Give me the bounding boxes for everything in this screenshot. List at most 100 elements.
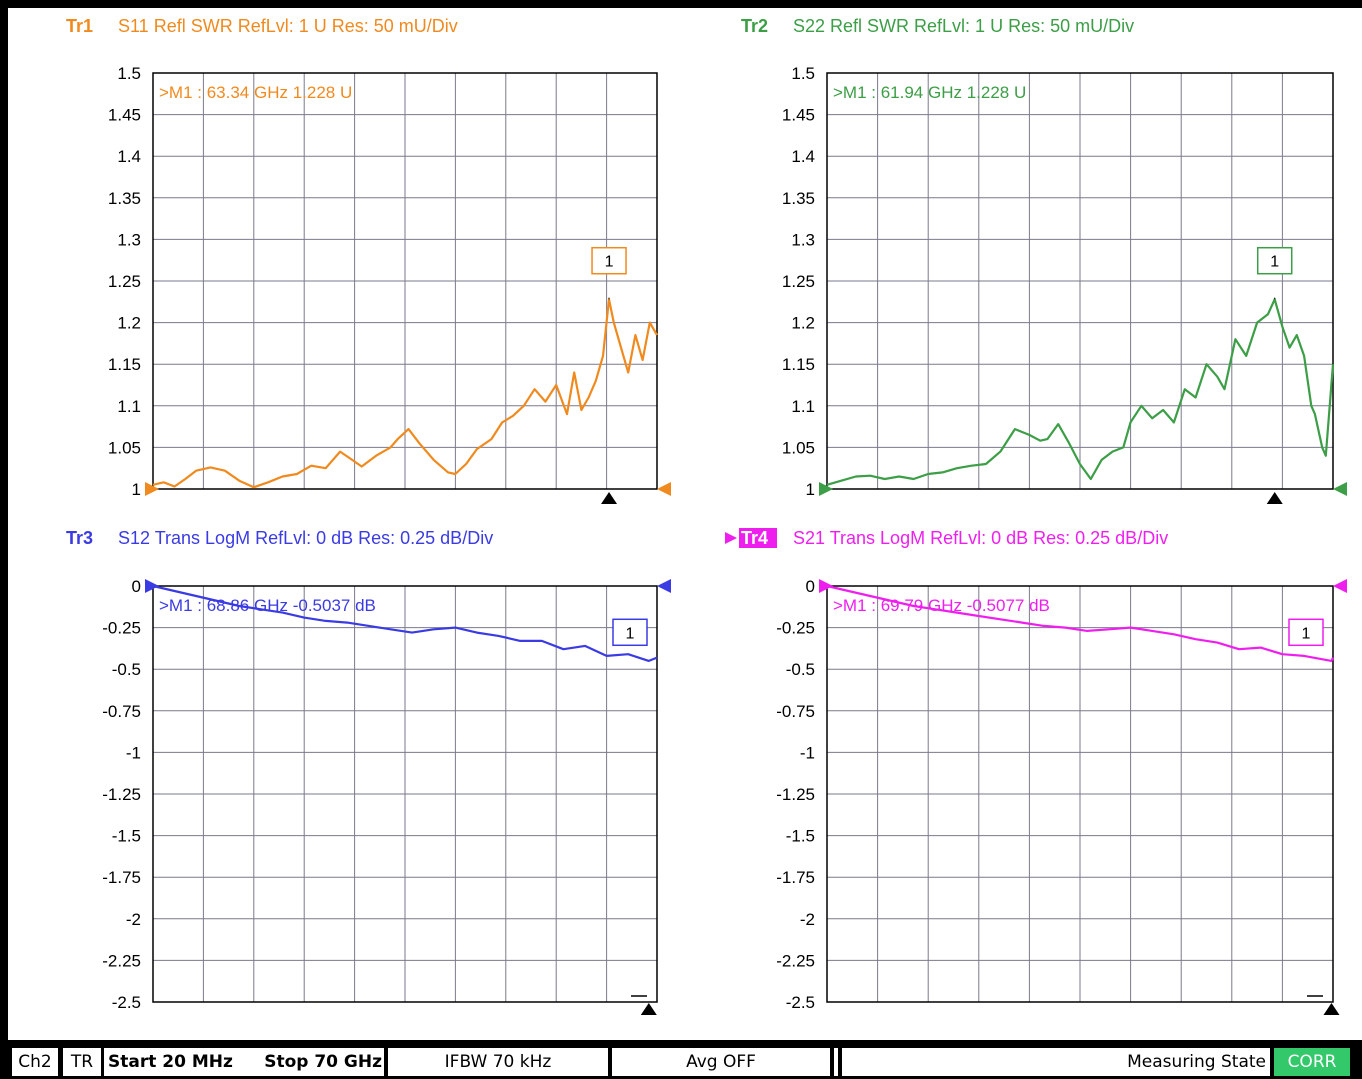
y-tick-label: -1.25 xyxy=(102,785,141,804)
y-tick-label: -0.25 xyxy=(102,619,141,638)
chart-panel-tr2: Tr2 S22 Refl SWR RefLvl: 1 U Res: 50 mU/D… xyxy=(741,16,1347,504)
y-tick-label: 1.4 xyxy=(791,147,815,166)
y-tick-label: -1.25 xyxy=(776,785,815,804)
trace-label[interactable]: Tr4 xyxy=(741,528,768,548)
marker-readout: >M1 : 61.94 GHz 1.228 U xyxy=(833,83,1026,102)
y-tick-label: 0 xyxy=(806,577,815,596)
trace-label[interactable]: Tr1 xyxy=(66,16,93,36)
analyzer-screen: Tr1 S11 Refl SWR RefLvl: 1 U Res: 50 mU/D… xyxy=(8,8,1362,1040)
y-tick-label: -0.75 xyxy=(102,702,141,721)
chart-panel-tr4: Tr4 S21 Trans LogM RefLvl: 0 dB Res: 0.25… xyxy=(725,528,1347,1015)
y-tick-label: 0 xyxy=(132,577,141,596)
trace-title[interactable]: S12 Trans LogM RefLvl: 0 dB Res: 0.25 dB… xyxy=(118,528,493,548)
marker-readout: >M1 : 68.86 GHz -0.5037 dB xyxy=(159,596,376,615)
y-tick-label: 1.25 xyxy=(108,272,141,291)
chart-panel-tr1: Tr1 S11 Refl SWR RefLvl: 1 U Res: 50 mU/D… xyxy=(66,16,671,504)
y-tick-label: 1.4 xyxy=(117,147,141,166)
y-tick-label: -0.25 xyxy=(776,619,815,638)
y-tick-label: -2 xyxy=(126,910,141,929)
ref-level-right-arrow-icon[interactable] xyxy=(1333,482,1347,496)
marker-box[interactable] xyxy=(591,246,627,275)
active-trace-arrow-icon xyxy=(725,532,737,544)
y-tick-label: -1.75 xyxy=(776,868,815,887)
trace-line xyxy=(826,584,1335,663)
trace-title[interactable]: S11 Refl SWR RefLvl: 1 U Res: 50 mU/Div xyxy=(118,16,458,36)
y-tick-label: -1 xyxy=(126,743,141,762)
correction-indicator[interactable]: CORR xyxy=(1274,1048,1350,1076)
marker-position-triangle-icon[interactable] xyxy=(601,492,618,504)
y-tick-label: 1.15 xyxy=(108,355,141,374)
marker-label[interactable]: 1 xyxy=(1270,254,1279,271)
ref-level-left-arrow-icon[interactable] xyxy=(145,579,159,593)
measuring-state: Measuring State xyxy=(842,1048,1270,1076)
trace-label-highlight xyxy=(739,528,777,548)
stop-frequency[interactable]: Stop 70 GHz xyxy=(256,1048,384,1076)
y-tick-label: -1 xyxy=(800,743,815,762)
status-bar: Ch2 TR Start 20 MHz Stop 70 GHz IFBW 70 … xyxy=(0,1044,1362,1079)
diagram-area: Tr1 S11 Refl SWR RefLvl: 1 U Res: 50 mU/D… xyxy=(66,16,1347,1015)
y-tick-label: -0.5 xyxy=(786,660,815,679)
marker-label[interactable]: 1 xyxy=(605,254,614,271)
y-tick-label: 1.25 xyxy=(782,272,815,291)
y-tick-label: 1.3 xyxy=(117,230,141,249)
ifbw-setting[interactable]: IFBW 70 kHz xyxy=(388,1048,608,1076)
y-tick-label: 1.1 xyxy=(791,397,815,416)
y-tick-label: 1.1 xyxy=(117,397,141,416)
start-frequency[interactable]: Start 20 MHz xyxy=(104,1048,256,1076)
y-tick-label: 1 xyxy=(806,480,815,499)
trace-label[interactable]: Tr3 xyxy=(66,528,93,548)
status-spacer xyxy=(834,1048,838,1076)
y-tick-label: -2.25 xyxy=(776,951,815,970)
y-tick-label: -1.75 xyxy=(102,868,141,887)
trace-title[interactable]: S21 Trans LogM RefLvl: 0 dB Res: 0.25 dB… xyxy=(793,528,1168,548)
ref-level-left-arrow-icon[interactable] xyxy=(819,482,833,496)
marker-position-triangle-icon[interactable] xyxy=(640,1003,657,1015)
ref-level-right-arrow-icon[interactable] xyxy=(657,482,671,496)
y-tick-label: -2.5 xyxy=(786,993,815,1012)
y-tick-label: -2.5 xyxy=(112,993,141,1012)
y-tick-label: -1.5 xyxy=(112,827,141,846)
plot-frame xyxy=(152,72,658,490)
y-tick-label: 1.2 xyxy=(791,314,815,333)
y-tick-label: 1.05 xyxy=(782,438,815,457)
plot-frame xyxy=(826,585,1334,1003)
y-tick-label: 1.5 xyxy=(117,64,141,83)
averaging-setting[interactable]: Avg OFF xyxy=(612,1048,830,1076)
plot-frame xyxy=(152,585,658,1003)
y-tick-label: 1.3 xyxy=(791,230,815,249)
y-tick-label: -1.5 xyxy=(786,827,815,846)
ref-level-right-arrow-icon[interactable] xyxy=(657,579,671,593)
y-tick-label: -2.25 xyxy=(102,951,141,970)
marker-box[interactable] xyxy=(1288,618,1324,647)
y-tick-label: 1.2 xyxy=(117,314,141,333)
ref-level-left-arrow-icon[interactable] xyxy=(145,482,159,496)
marker-label[interactable]: 1 xyxy=(626,625,635,642)
y-tick-label: 1.15 xyxy=(782,355,815,374)
y-tick-label: 1.35 xyxy=(782,189,815,208)
ref-level-right-arrow-icon[interactable] xyxy=(1333,579,1347,593)
marker-readout: >M1 : 63.34 GHz 1.228 U xyxy=(159,83,352,102)
y-tick-label: 1.5 xyxy=(791,64,815,83)
marker-readout: >M1 : 69.79 GHz -0.5077 dB xyxy=(833,596,1050,615)
y-tick-label: 1.45 xyxy=(782,106,815,125)
chart-panel-tr3: Tr3 S12 Trans LogM RefLvl: 0 dB Res: 0.25… xyxy=(66,528,671,1015)
marker-position-triangle-icon[interactable] xyxy=(1266,492,1283,504)
y-tick-label: -0.75 xyxy=(776,702,815,721)
trace-line xyxy=(152,584,658,663)
trace-title[interactable]: S22 Refl SWR RefLvl: 1 U Res: 50 mU/Div xyxy=(793,16,1134,36)
marker-label[interactable]: 1 xyxy=(1302,625,1311,642)
y-tick-label: -0.5 xyxy=(112,660,141,679)
marker-box[interactable] xyxy=(1256,246,1293,275)
trace-label[interactable]: Tr2 xyxy=(741,16,768,36)
y-tick-label: 1.35 xyxy=(108,189,141,208)
y-tick-label: -2 xyxy=(800,910,815,929)
y-tick-label: 1 xyxy=(132,480,141,499)
y-tick-label: 1.05 xyxy=(108,438,141,457)
y-tick-label: 1.45 xyxy=(108,106,141,125)
channel-indicator[interactable]: Ch2 xyxy=(12,1048,58,1076)
marker-box[interactable] xyxy=(612,618,648,647)
trace-line xyxy=(826,298,1335,486)
marker-position-triangle-icon[interactable] xyxy=(1323,1003,1340,1015)
ref-level-left-arrow-icon[interactable] xyxy=(819,579,833,593)
trace-mode-indicator[interactable]: TR xyxy=(63,1048,101,1076)
